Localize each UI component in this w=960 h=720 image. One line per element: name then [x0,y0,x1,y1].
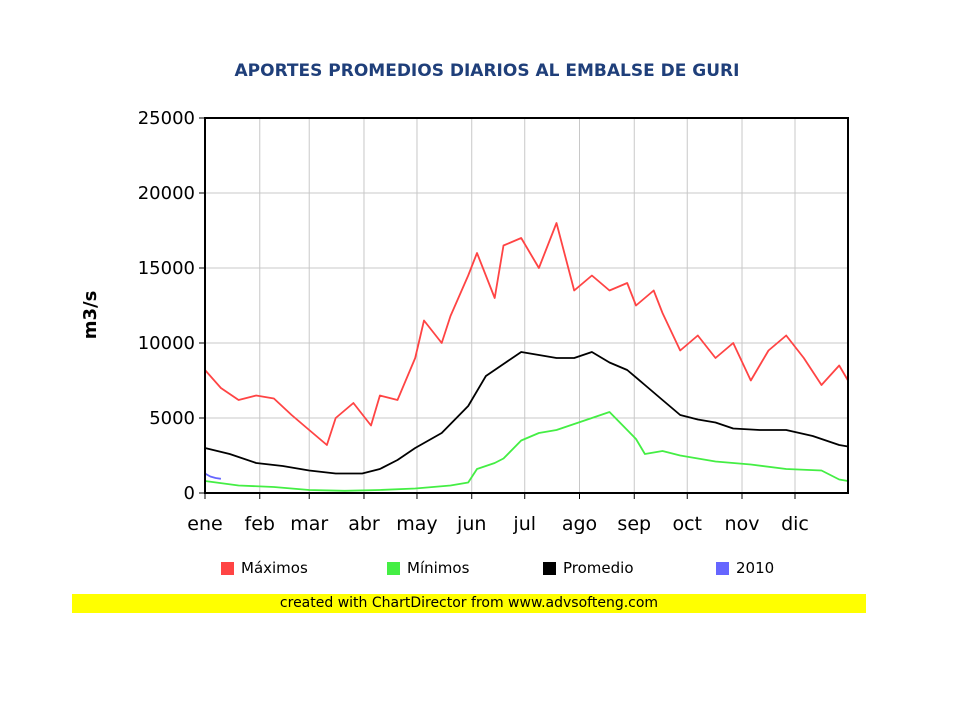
series-line-minimos [204,411,849,492]
legend-item-maximos: Máximos [221,559,308,577]
chart-title: APORTES PROMEDIOS DIARIOS AL EMBALSE DE … [234,61,740,81]
x-tick-label: dic [781,513,809,535]
legend-swatch-promedio [543,561,556,575]
y-tick-label: 0 [184,483,195,504]
legend-swatch-maximos [221,561,234,575]
x-tick-label: feb [245,513,275,535]
x-tick-label: ago [562,513,597,535]
y-tick-label: 10000 [138,333,195,354]
x-tick-label: nov [725,513,760,535]
x-tick-label: ene [187,513,222,535]
x-tick-label: may [396,513,437,535]
legend-item-minimos: Mínimos [387,559,469,577]
x-tick-label: abr [348,513,380,535]
x-tick-label: jul [512,513,536,535]
legend-item-promedio: Promedio [543,559,634,577]
credit-banner: created with ChartDirector from www.advs… [72,594,866,613]
legend-swatch-minimos [387,561,400,575]
y-axis-title: m3/s [80,291,101,340]
plot-background [205,118,848,493]
x-tick-label: jun [456,513,486,535]
chart: 0 5000 10000 15000 20000 25000 ene feb mar abr ma… [80,108,849,535]
legend-label-minimos: Mínimos [407,559,470,577]
series-line-promedio [204,351,849,475]
x-tick-label: sep [617,513,651,535]
legend: Máximos Mínimos Promedio 2010 [0,559,960,581]
x-tick-label: mar [290,513,328,535]
series-line-maximos [204,222,849,446]
x-tick-label: oct [672,513,702,535]
y-tick-label: 20000 [138,183,195,204]
y-tick-label: 25000 [138,108,195,129]
legend-label-2010: 2010 [736,559,775,577]
legend-label-maximos: Máximos [241,559,308,577]
legend-swatch-2010 [716,561,729,575]
y-tick-label: 5000 [149,408,195,429]
y-tick-label: 15000 [138,258,195,279]
legend-item-2010: 2010 [716,559,774,577]
plot-frame [204,117,849,494]
series-line-2010 [204,472,222,480]
legend-label-promedio: Promedio [563,559,634,577]
